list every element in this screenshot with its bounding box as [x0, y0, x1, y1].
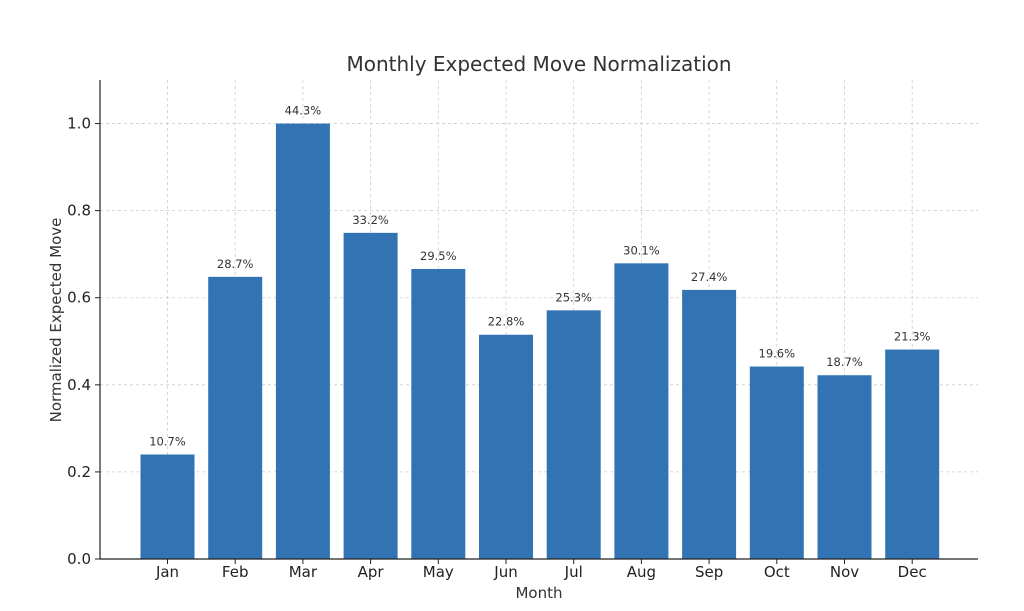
y-axis-label: Normalized Expected Move [47, 218, 65, 423]
data-label-apr: 33.2% [352, 213, 389, 227]
y-tick-label: 0.8 [67, 202, 91, 220]
data-label-jan: 10.7% [149, 434, 186, 448]
bar-jul [546, 310, 601, 559]
bar-jun [479, 334, 533, 559]
bar-dec [885, 349, 940, 559]
x-tick-label: Feb [222, 563, 249, 581]
x-tick-label: May [423, 563, 454, 581]
bar-aug [614, 263, 669, 559]
x-axis-label: Month [515, 584, 562, 602]
chart-title: Monthly Expected Move Normalization [346, 52, 731, 76]
bar-may [411, 268, 466, 559]
x-tick-label: Oct [764, 563, 790, 581]
data-label-jun: 22.8% [488, 315, 525, 329]
x-tick-label: Jul [564, 563, 583, 581]
data-label-sep: 27.4% [691, 270, 728, 284]
bar-mar [275, 123, 330, 559]
data-label-feb: 28.7% [217, 257, 254, 271]
x-tick-label: Apr [358, 563, 385, 581]
data-label-nov: 18.7% [826, 355, 863, 369]
bar-nov [817, 375, 872, 559]
data-label-jul: 25.3% [555, 290, 592, 304]
data-label-may: 29.5% [420, 249, 457, 263]
data-label-aug: 30.1% [623, 243, 660, 257]
x-tick-label: Aug [627, 563, 656, 581]
bar-feb [208, 276, 263, 559]
data-labels: 10.7% 28.7% 44.3% 33.2% 29.5% 22.8% 25.3% 30.1%… [149, 104, 930, 449]
y-tick-label: 0.2 [67, 463, 91, 481]
axes: 0.0 0.2 0.4 0.6 0.8 1.0 Jan Feb Mar Apr May Jun Jul A… [67, 80, 978, 581]
x-tick-label: Dec [898, 563, 927, 581]
bar-sep [682, 289, 737, 559]
y-tick-label: 1.0 [67, 115, 91, 133]
bar-oct [749, 366, 804, 559]
bars [140, 123, 940, 559]
data-label-oct: 19.6% [759, 347, 796, 361]
data-label-dec: 21.3% [894, 330, 931, 344]
bar-jan [140, 454, 195, 559]
data-label-mar: 44.3% [285, 104, 322, 118]
y-tick-label: 0.0 [67, 550, 91, 568]
x-tick-label: Jan [155, 563, 179, 581]
x-tick-label: Nov [830, 563, 859, 581]
x-tick-label: Mar [289, 563, 318, 581]
x-tick-label: Sep [695, 563, 723, 581]
y-tick-label: 0.6 [67, 289, 91, 307]
y-tick-label: 0.4 [67, 376, 91, 394]
x-tick-label: Jun [493, 563, 517, 581]
bar-apr [343, 232, 398, 559]
